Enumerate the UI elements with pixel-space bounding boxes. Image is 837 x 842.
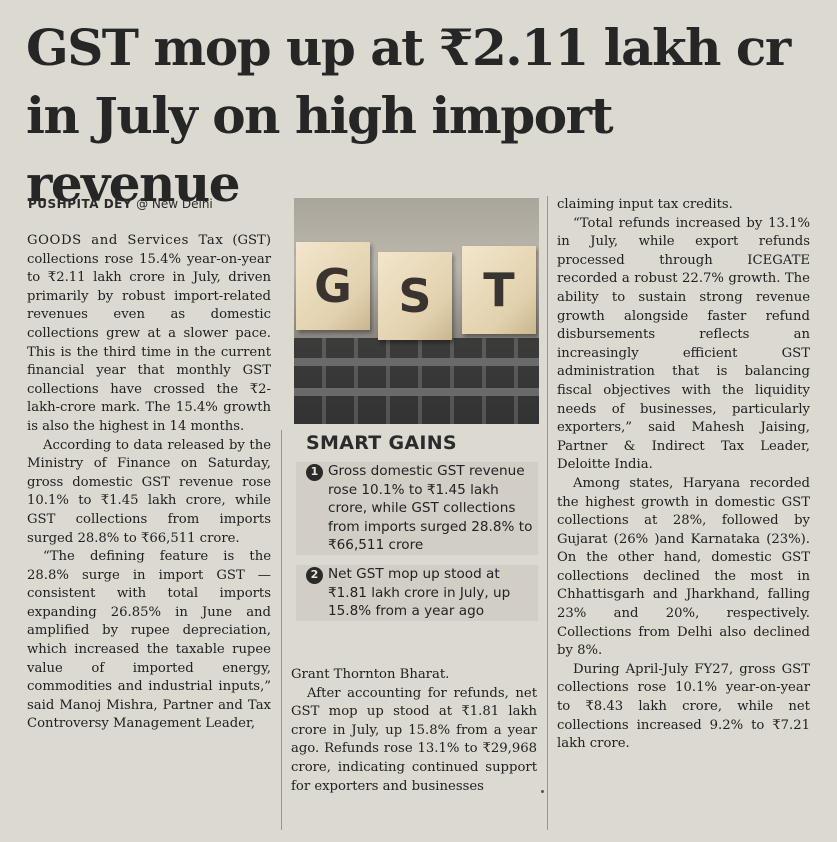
article-column-1: GOODS and Services Tax (GST) collections… [27, 232, 271, 734]
letter-block-t: T [462, 246, 536, 334]
sidebar-item-text: Gross domestic GST revenue rose 10.1% to… [328, 463, 533, 554]
keyboard-row [294, 358, 539, 366]
paragraph: Grant Thornton Bharat. [291, 667, 450, 682]
ornament-dot [541, 790, 544, 793]
gst-blocks-photo: G S T [294, 198, 539, 424]
lede-rest: (GST) collections rose 15.4% year-on-yea… [27, 233, 271, 434]
headline: GST mop up at ₹2.11 lakh cr in July on h… [26, 18, 791, 213]
paragraph: “The defining feature is the 28.8% surge… [27, 549, 271, 732]
paragraph: During April-July FY27, gross GST collec… [557, 661, 810, 752]
paragraph-lede: GOODS and Services Tax (GST) collections… [27, 232, 271, 437]
byline: PUSHPITA DEY @ New Delhi [28, 197, 298, 211]
byline-location: @ New Delhi [136, 197, 213, 211]
byline-author: PUSHPITA DEY [28, 197, 133, 211]
sidebar-item: 2 Net GST mop up stood at ₹1.81 lakh cro… [296, 564, 538, 621]
keyboard-image [294, 338, 539, 424]
sidebar-item: 1 Gross domestic GST revenue rose 10.1% … [296, 462, 538, 555]
letter-block-s: S [378, 252, 452, 340]
paragraph: According to data released by the Minist… [27, 437, 271, 546]
paragraph: “Total refunds increased by 13.1% in Jul… [557, 215, 810, 473]
smart-gains-box: SMART GAINS 1 Gross domestic GST revenue… [296, 432, 538, 631]
column-divider [281, 430, 282, 830]
sidebar-title: SMART GAINS [306, 432, 457, 454]
paragraph: After accounting for refunds, net GST mo… [291, 685, 537, 794]
paragraph: Among states, Haryana recorded the highe… [557, 475, 810, 659]
lede-cap: GOODS and Services Tax [27, 233, 224, 248]
article-column-3: claiming input tax credits. “Total refun… [557, 196, 810, 754]
number-badge: 1 [306, 464, 323, 481]
article-column-2: Grant Thornton Bharat. After accounting … [291, 666, 537, 796]
paragraph: claiming input tax credits. [557, 197, 733, 212]
column-divider [547, 196, 548, 830]
sidebar-item-text: Net GST mop up stood at ₹1.81 lakh crore… [328, 565, 511, 620]
letter-block-g: G [296, 242, 370, 330]
number-badge: 2 [306, 566, 323, 584]
keyboard-row [294, 388, 539, 396]
